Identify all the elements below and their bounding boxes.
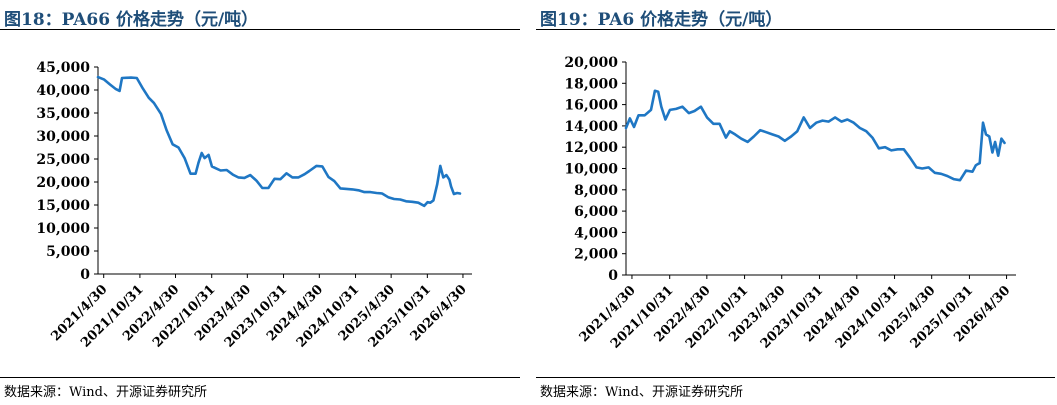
y-tick-label: 16,000 <box>564 98 618 114</box>
y-tick-label: 8,000 <box>574 183 618 199</box>
source-rule <box>536 377 1055 378</box>
y-tick-label: 20,000 <box>564 55 618 71</box>
y-tick-label: 12,000 <box>564 140 618 156</box>
source-note: 数据来源：Wind、开源证券研究所 <box>4 385 207 400</box>
figure-title: 图18：PA66 价格走势（元/吨） <box>4 10 259 30</box>
chart-panel-pa66: 图18：PA66 价格走势（元/吨） 0 5,000 10,000 15,000 20,… <box>0 0 522 405</box>
y-tick-label: 0 <box>608 268 618 284</box>
source-rule <box>0 377 520 378</box>
y-tick-label: 25,000 <box>36 152 90 168</box>
pa66-line-chart: 0 5,000 10,000 15,000 20,000 25,000 30,000 35,0… <box>36 60 472 351</box>
y-tick-label: 14,000 <box>564 119 618 135</box>
pa6-line-chart: 0 2,000 4,000 6,000 8,000 10,000 12,000 14,000 1… <box>564 55 1016 352</box>
y-tick-label: 5,000 <box>46 244 90 260</box>
price-series-line <box>96 75 462 208</box>
chart-panel-pa6: 图19：PA6 价格走势（元/吨） 0 2,000 4,000 6,000 8,000 1… <box>536 0 1057 405</box>
y-tick-label: 45,000 <box>36 60 90 76</box>
y-tick-label: 10,000 <box>36 221 90 237</box>
y-tick-label: 18,000 <box>564 76 618 92</box>
y-tick-label: 4,000 <box>574 225 618 241</box>
price-series-line <box>624 89 1006 182</box>
y-tick-label: 0 <box>80 267 90 283</box>
title-rule <box>0 29 520 30</box>
title-rule <box>536 29 1055 30</box>
y-tick-label: 40,000 <box>36 83 90 99</box>
y-tick-label: 10,000 <box>564 162 618 178</box>
y-tick-label: 6,000 <box>574 204 618 220</box>
y-tick-label: 2,000 <box>574 247 618 263</box>
y-tick-label: 30,000 <box>36 129 90 145</box>
y-tick-label: 20,000 <box>36 175 90 191</box>
y-tick-label: 35,000 <box>36 106 90 122</box>
source-note: 数据来源：Wind、开源证券研究所 <box>540 385 743 400</box>
figure-title: 图19：PA6 价格走势（元/吨） <box>540 10 783 30</box>
y-tick-label: 15,000 <box>36 198 90 214</box>
